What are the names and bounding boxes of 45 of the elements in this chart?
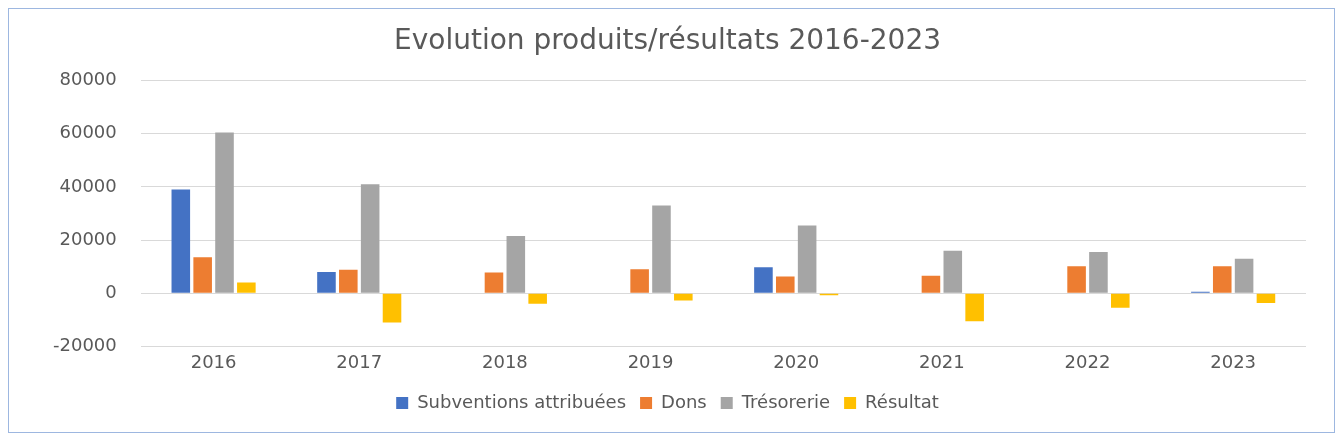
x-tick-label: 2021 xyxy=(918,350,965,372)
bar xyxy=(506,236,526,293)
bar xyxy=(528,293,547,304)
bar xyxy=(317,271,336,293)
bar xyxy=(1256,293,1276,304)
chart-title: Evolution produits/résultats 2016-2023 xyxy=(393,23,942,57)
bar xyxy=(965,293,984,322)
x-tick-label: 2017 xyxy=(336,350,383,372)
y-tick-label: 0 xyxy=(105,280,117,302)
legend-label: Résultat xyxy=(865,390,939,412)
y-tick-label: 40000 xyxy=(59,174,117,196)
bar xyxy=(360,184,380,293)
bar xyxy=(193,257,212,293)
x-tick-label: 2019 xyxy=(627,350,674,372)
x-tick-label: 2023 xyxy=(1210,350,1257,372)
bar xyxy=(237,282,256,293)
y-tick-label: 60000 xyxy=(59,121,117,143)
bar xyxy=(484,272,504,293)
x-tick-label: 2022 xyxy=(1064,350,1111,372)
bar xyxy=(776,276,795,293)
legend-label: Dons xyxy=(661,390,707,412)
bar xyxy=(652,205,671,293)
bar xyxy=(674,293,693,301)
x-tick-label: 2016 xyxy=(190,350,237,372)
bar xyxy=(215,132,234,293)
x-tick-label: 2020 xyxy=(773,350,820,372)
bar xyxy=(382,293,402,323)
bar xyxy=(921,275,941,293)
legend-label: Subventions attribuées xyxy=(417,390,627,412)
y-tick-label: -20000 xyxy=(52,334,117,356)
bar xyxy=(1067,266,1086,293)
y-tick-label: 80000 xyxy=(59,68,117,90)
x-tick-label: 2018 xyxy=(481,350,528,372)
bar xyxy=(1234,258,1254,293)
bar xyxy=(171,189,191,293)
bar xyxy=(339,269,358,293)
bar xyxy=(1111,293,1130,308)
bar xyxy=(943,250,963,293)
bar xyxy=(1212,266,1232,293)
bar xyxy=(630,269,649,293)
bar xyxy=(1089,252,1108,293)
bar xyxy=(754,267,773,293)
legend-label: Trésorerie xyxy=(740,390,831,412)
y-tick-label: 20000 xyxy=(59,227,117,249)
bar xyxy=(797,225,817,293)
